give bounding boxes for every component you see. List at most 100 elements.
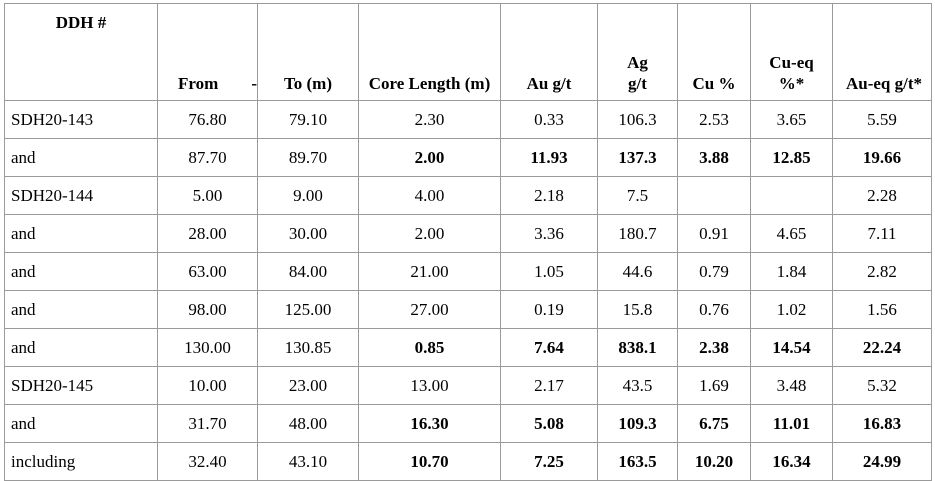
header-cell: Cu % xyxy=(677,3,751,101)
table-cell: and xyxy=(4,290,158,329)
table-cell: 10.70 xyxy=(358,442,501,481)
table-cell: and xyxy=(4,252,158,291)
table-cell: 109.3 xyxy=(597,404,678,443)
table-cell: 125.00 xyxy=(257,290,359,329)
table-cell: 23.00 xyxy=(257,366,359,405)
table-cell: 87.70 xyxy=(157,138,258,177)
table-cell: 30.00 xyxy=(257,214,359,253)
table-cell: 0.91 xyxy=(677,214,751,253)
table-cell: 98.00 xyxy=(157,290,258,329)
table-cell: 1.69 xyxy=(677,366,751,405)
table-cell: 11.01 xyxy=(750,404,833,443)
table-cell: 48.00 xyxy=(257,404,359,443)
header-row: DDH # From - To (m) Core Length (m) Au g/… xyxy=(4,3,932,101)
table-cell: 24.99 xyxy=(832,442,932,481)
table-cell: 13.00 xyxy=(358,366,501,405)
table-cell: 3.48 xyxy=(750,366,833,405)
table-cell: 1.56 xyxy=(832,290,932,329)
table-row: and 87.70 89.70 2.00 11.93 137.3 3.88 12.85 19.6… xyxy=(4,138,932,177)
table-cell: 130.85 xyxy=(257,328,359,367)
table-cell: 6.75 xyxy=(677,404,751,443)
header-cell: Au-eq g/t* xyxy=(832,3,932,101)
table-cell: 2.00 xyxy=(358,214,501,253)
table-cell: 43.5 xyxy=(597,366,678,405)
table-cell xyxy=(750,176,833,215)
header-cell: Ag g/t xyxy=(597,3,678,101)
table-cell: and xyxy=(4,328,158,367)
table-cell: 2.82 xyxy=(832,252,932,291)
table-cell: 2.00 xyxy=(358,138,501,177)
table-cell: 5.59 xyxy=(832,100,932,139)
table-cell: 2.17 xyxy=(500,366,598,405)
header-cell: To (m) xyxy=(257,3,359,101)
table-cell: 106.3 xyxy=(597,100,678,139)
table-cell: 137.3 xyxy=(597,138,678,177)
table-cell: 1.02 xyxy=(750,290,833,329)
table-cell: 163.5 xyxy=(597,442,678,481)
table-cell: 0.19 xyxy=(500,290,598,329)
table-cell: 0.76 xyxy=(677,290,751,329)
table-cell: 130.00 xyxy=(157,328,258,367)
table-cell: 12.85 xyxy=(750,138,833,177)
table-cell: 16.83 xyxy=(832,404,932,443)
table-cell: SDH20-145 xyxy=(4,366,158,405)
table-cell: 7.5 xyxy=(597,176,678,215)
table-cell: 2.18 xyxy=(500,176,598,215)
table-row: and 98.00 125.00 27.00 0.19 15.8 0.76 1.02 1.56 xyxy=(4,290,932,329)
table-cell: SDH20-143 xyxy=(4,100,158,139)
table-row: SDH20-145 10.00 23.00 13.00 2.17 43.5 1.69 3.48… xyxy=(4,366,932,405)
header-cell: DDH # xyxy=(4,3,158,101)
table-cell: 16.34 xyxy=(750,442,833,481)
table-cell: 21.00 xyxy=(358,252,501,291)
table-cell: 3.88 xyxy=(677,138,751,177)
table-cell: 19.66 xyxy=(832,138,932,177)
header-cell: Au g/t xyxy=(500,3,598,101)
table-body: SDH20-143 76.80 79.10 2.30 0.33 106.3 2.53 3.65… xyxy=(4,100,932,481)
table-cell: 11.93 xyxy=(500,138,598,177)
table-cell: 84.00 xyxy=(257,252,359,291)
table-cell: 10.00 xyxy=(157,366,258,405)
table-cell: 3.65 xyxy=(750,100,833,139)
header-text: - xyxy=(251,74,257,93)
table-cell: 0.33 xyxy=(500,100,598,139)
table-cell: 1.05 xyxy=(500,252,598,291)
page: DDH # From - To (m) Core Length (m) Au g/… xyxy=(0,3,935,481)
table-cell: 4.65 xyxy=(750,214,833,253)
table-cell: including xyxy=(4,442,158,481)
table-cell: 5.00 xyxy=(157,176,258,215)
table-cell: 79.10 xyxy=(257,100,359,139)
table-cell: 2.53 xyxy=(677,100,751,139)
table-cell: 2.28 xyxy=(832,176,932,215)
table-cell: 9.00 xyxy=(257,176,359,215)
table-row: and 28.00 30.00 2.00 3.36 180.7 0.91 4.65 7.11 xyxy=(4,214,932,253)
table-row: SDH20-143 76.80 79.10 2.30 0.33 106.3 2.53 3.65… xyxy=(4,100,932,139)
header-cell: From - xyxy=(157,3,258,101)
table-cell: SDH20-144 xyxy=(4,176,158,215)
table-cell: 7.11 xyxy=(832,214,932,253)
table-cell: 76.80 xyxy=(157,100,258,139)
table-cell: 14.54 xyxy=(750,328,833,367)
table-row: SDH20-144 5.00 9.00 4.00 2.18 7.5 2.28 xyxy=(4,176,932,215)
table-cell: 22.24 xyxy=(832,328,932,367)
table-cell: 0.79 xyxy=(677,252,751,291)
table-row: and 63.00 84.00 21.00 1.05 44.6 0.79 1.84 2.82 xyxy=(4,252,932,291)
table-cell: 89.70 xyxy=(257,138,359,177)
table-cell: 2.30 xyxy=(358,100,501,139)
table-cell: 3.36 xyxy=(500,214,598,253)
header-text: From xyxy=(178,74,219,93)
table-row: including 32.40 43.10 10.70 7.25 163.5 10.20 16… xyxy=(4,442,932,481)
table-cell: 7.25 xyxy=(500,442,598,481)
table-cell: and xyxy=(4,138,158,177)
table-cell: 838.1 xyxy=(597,328,678,367)
table-cell: and xyxy=(4,404,158,443)
table-row: and 31.70 48.00 16.30 5.08 109.3 6.75 11.01 16.8… xyxy=(4,404,932,443)
table-cell: 7.64 xyxy=(500,328,598,367)
table-cell: 63.00 xyxy=(157,252,258,291)
table-cell: 5.08 xyxy=(500,404,598,443)
assay-table: DDH # From - To (m) Core Length (m) Au g/… xyxy=(4,3,932,481)
header-cell: Cu-eq %* xyxy=(750,3,833,101)
table-cell: 28.00 xyxy=(157,214,258,253)
table-cell xyxy=(677,176,751,215)
table-cell: 4.00 xyxy=(358,176,501,215)
table-cell: 0.85 xyxy=(358,328,501,367)
